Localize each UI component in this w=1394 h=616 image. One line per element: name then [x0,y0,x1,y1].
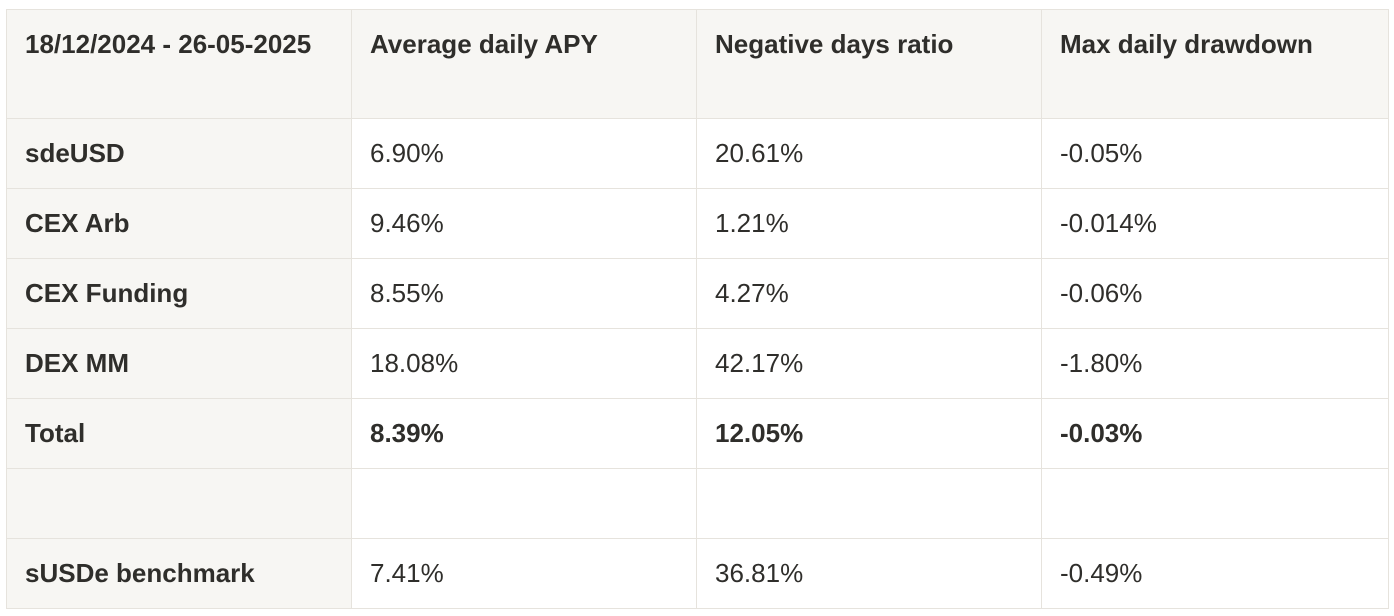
cell-negative-days-ratio: 20.61% [696,118,1042,189]
cell-average-daily-apy: 7.41% [351,538,697,609]
cell-negative-days-ratio: 42.17% [696,328,1042,399]
table-row-empty [6,468,1389,539]
table-row: CEX Funding 8.55% 4.27% -0.06% [6,258,1389,329]
row-label: DEX MM [6,328,352,399]
row-label [6,468,352,539]
cell-average-daily-apy: 8.55% [351,258,697,329]
cell-average-daily-apy [351,468,697,539]
table-row: CEX Arb 9.46% 1.21% -0.014% [6,188,1389,259]
cell-max-daily-drawdown: -0.03% [1041,398,1389,469]
cell-max-daily-drawdown: -0.014% [1041,188,1389,259]
cell-average-daily-apy: 6.90% [351,118,697,189]
row-label: sdeUSD [6,118,352,189]
cell-max-daily-drawdown [1041,468,1389,539]
cell-negative-days-ratio: 36.81% [696,538,1042,609]
header-average-daily-apy: Average daily APY [351,9,697,119]
cell-max-daily-drawdown: -0.05% [1041,118,1389,189]
cell-max-daily-drawdown: -0.49% [1041,538,1389,609]
table-header-row: 18/12/2024 - 26-05-2025 Average daily AP… [6,9,1389,119]
header-date-range: 18/12/2024 - 26-05-2025 [6,9,352,119]
cell-max-daily-drawdown: -1.80% [1041,328,1389,399]
header-max-daily-drawdown: Max daily drawdown [1041,9,1389,119]
cell-average-daily-apy: 9.46% [351,188,697,259]
header-negative-days-ratio: Negative days ratio [696,9,1042,119]
cell-negative-days-ratio [696,468,1042,539]
row-label: CEX Arb [6,188,352,259]
table-row: DEX MM 18.08% 42.17% -1.80% [6,328,1389,399]
row-label: sUSDe benchmark [6,538,352,609]
cell-average-daily-apy: 8.39% [351,398,697,469]
table-row-total: Total 8.39% 12.05% -0.03% [6,398,1389,469]
table-container: 18/12/2024 - 26-05-2025 Average daily AP… [6,9,1389,609]
row-label: Total [6,398,352,469]
table-row-benchmark: sUSDe benchmark 7.41% 36.81% -0.49% [6,538,1389,609]
cell-negative-days-ratio: 12.05% [696,398,1042,469]
cell-average-daily-apy: 18.08% [351,328,697,399]
row-label: CEX Funding [6,258,352,329]
cell-negative-days-ratio: 4.27% [696,258,1042,329]
table-row: sdeUSD 6.90% 20.61% -0.05% [6,118,1389,189]
cell-negative-days-ratio: 1.21% [696,188,1042,259]
performance-table: 18/12/2024 - 26-05-2025 Average daily AP… [6,9,1389,609]
cell-max-daily-drawdown: -0.06% [1041,258,1389,329]
